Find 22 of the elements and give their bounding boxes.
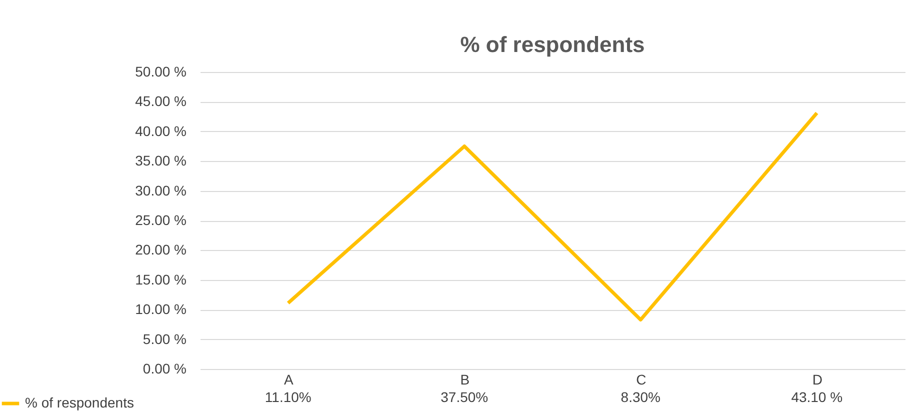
- y-tick-label: 10.00 %: [135, 301, 186, 318]
- y-tick-label: 25.00 %: [135, 212, 186, 228]
- y-tick-label: 35.00 %: [135, 152, 186, 169]
- y-tick-label: 30.00 %: [135, 182, 186, 198]
- data-label: 43.10 %: [791, 389, 843, 405]
- y-tick-label: 15.00 %: [135, 271, 186, 288]
- data-label: 37.50%: [440, 389, 488, 405]
- legend-label: % of respondents: [25, 394, 134, 410]
- x-tick-label: A: [284, 372, 294, 388]
- y-tick-label: 20.00 %: [135, 242, 186, 258]
- x-tick-label: C: [636, 372, 646, 388]
- data-label: 8.30%: [620, 389, 660, 405]
- y-tick-label: 40.00 %: [135, 122, 186, 139]
- y-tick-label: 0.00 %: [142, 360, 186, 376]
- y-tick-label: 45.00 %: [135, 93, 186, 110]
- y-tick-label: 5.00 %: [142, 330, 186, 347]
- x-tick-label: D: [812, 372, 822, 388]
- chart-title: % of respondents: [460, 32, 645, 57]
- line-series: [286, 111, 819, 322]
- data-label: 11.10%: [264, 389, 312, 405]
- y-tick-label: 50.00 %: [135, 64, 186, 80]
- x-tick-label: B: [460, 372, 470, 388]
